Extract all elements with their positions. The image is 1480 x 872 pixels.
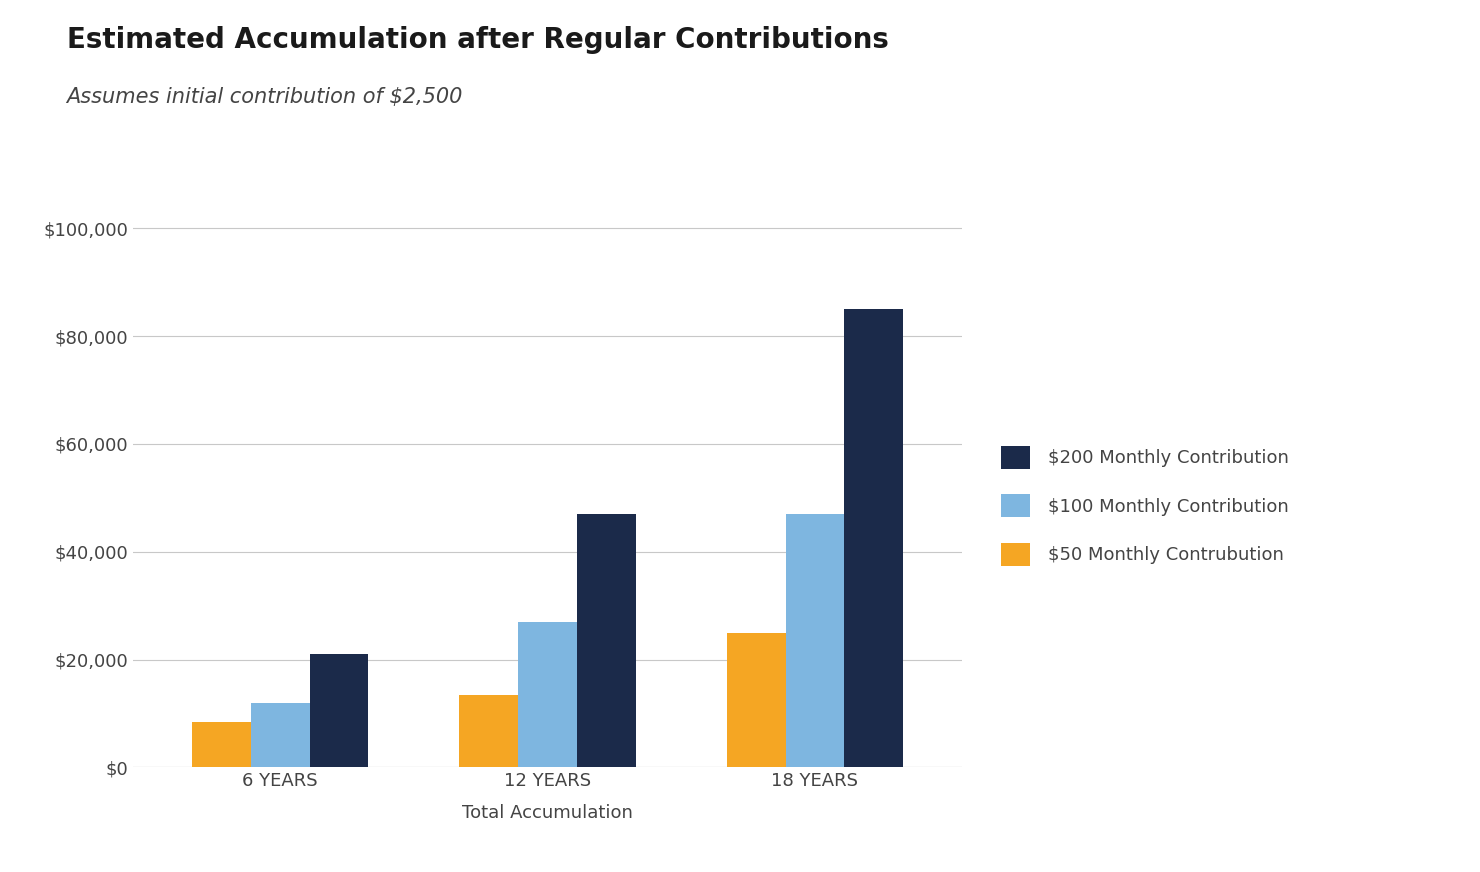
Bar — [727, 632, 786, 767]
Text: Estimated Accumulation after Regular Contributions: Estimated Accumulation after Regular Con… — [67, 26, 888, 54]
Bar — [786, 514, 845, 767]
Bar — [250, 703, 309, 767]
Text: Assumes initial contribution of $2,500: Assumes initial contribution of $2,500 — [67, 87, 463, 107]
Bar — [192, 721, 250, 767]
Bar — [459, 695, 518, 767]
Bar — [845, 310, 903, 767]
X-axis label: Total Accumulation: Total Accumulation — [462, 804, 633, 822]
Legend: $200 Monthly Contribution, $100 Monthly Contribution, $50 Monthly Contrubution: $200 Monthly Contribution, $100 Monthly … — [1000, 446, 1289, 566]
Bar — [577, 514, 636, 767]
Bar — [309, 654, 369, 767]
Bar — [518, 622, 577, 767]
